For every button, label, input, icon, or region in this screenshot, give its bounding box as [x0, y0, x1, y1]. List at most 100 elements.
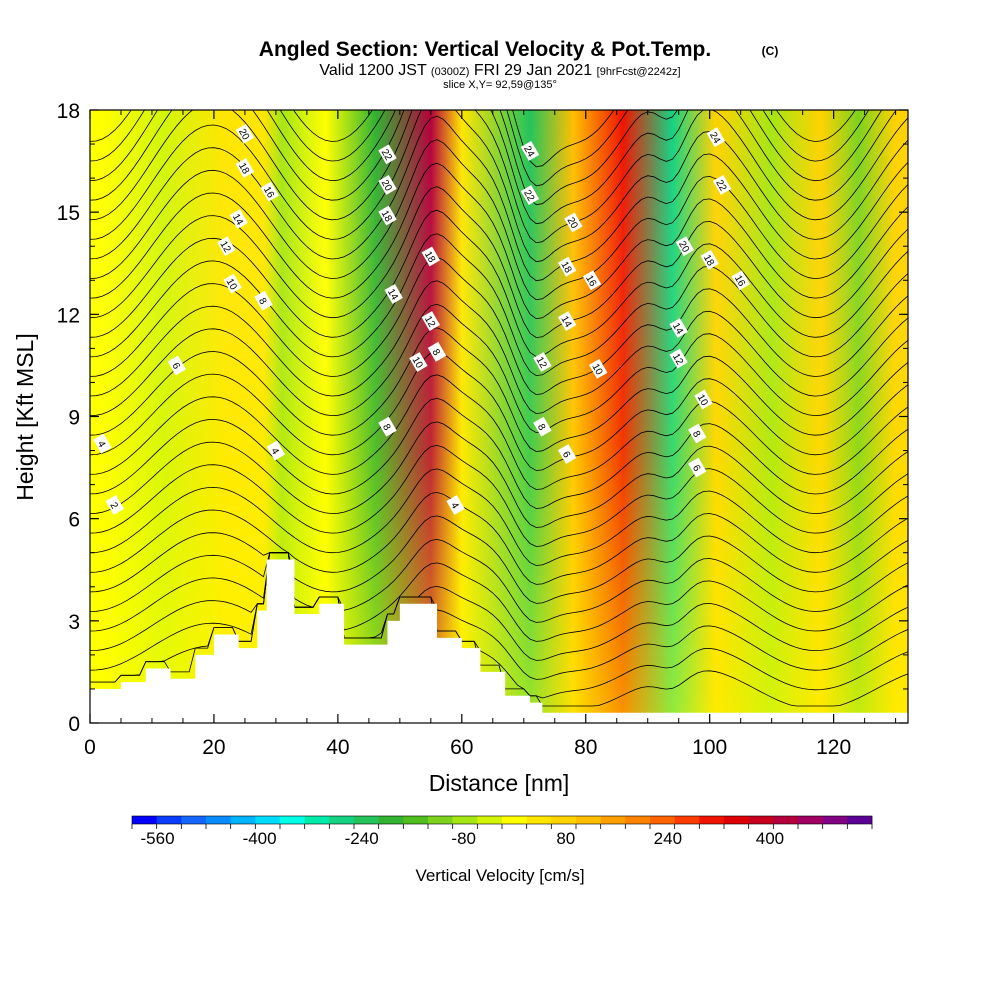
colorbar-tick-label: 400: [756, 829, 784, 848]
isentrope-label-text: 18: [558, 260, 573, 276]
colorbar-swatch: [625, 816, 651, 824]
isentrope-label-text: 12: [670, 352, 685, 368]
isentrope-label-box: [378, 174, 397, 195]
colorbar-swatch: [132, 816, 157, 824]
isentrope-label-text: 20: [379, 178, 394, 194]
isentrope-label-text: 18: [236, 161, 251, 177]
x-tick-label: 80: [574, 736, 597, 759]
isentrope-label: 10: [409, 352, 428, 372]
subtitle-utc: (0300Z): [431, 66, 470, 78]
isentrope-label-box: [421, 246, 440, 267]
isentrope-label: 4: [446, 495, 465, 515]
colorbar-swatch: [304, 816, 330, 824]
isentrope-label-box: [533, 416, 552, 437]
isentrope-label: 10: [223, 273, 242, 294]
isentrope-label-box: [421, 311, 440, 332]
isentrope-line: [90, 233, 908, 377]
isentrope-line: [90, 491, 908, 585]
isentrope-label-box: [700, 249, 719, 270]
isentrope-label-box: [235, 157, 255, 178]
isentrope-line: [90, 538, 908, 623]
isentrope-label-text: 4: [268, 446, 281, 457]
isentrope-label-text: 24: [521, 144, 536, 160]
isentrope-line: [90, 444, 908, 547]
y-tick-label: 12: [57, 304, 80, 327]
colorbar-tick-label: -80: [451, 829, 476, 848]
chart-title: Angled Section: Vertical Velocity & Pot.…: [259, 38, 711, 61]
isentrope-label-box: [589, 358, 608, 379]
x-axis: 0 20 40 60 80 100 120: [84, 110, 897, 759]
isentrope-label-box: [378, 416, 397, 437]
colorbar-tick-label: 240: [654, 829, 682, 848]
colorbar-swatch: [576, 816, 601, 824]
isentrope-labels: 2018161412108642422201818141210884242220…: [93, 123, 750, 515]
isentrope-label: 6: [167, 355, 186, 376]
isentrope-label: 18: [558, 256, 577, 277]
colorbar-swatch: [280, 816, 305, 824]
colorbar-swatch: [452, 816, 478, 824]
isentrope-label: 18: [700, 249, 719, 270]
isentrope-label-text: 6: [169, 361, 182, 372]
isentrope-label: 18: [378, 205, 397, 226]
y-tick-label: 18: [57, 100, 80, 123]
colorbar-swatch: [156, 816, 182, 824]
isentrope-label-text: 6: [560, 450, 573, 461]
isentrope-label: 24: [520, 140, 540, 161]
isentrope-label-box: [260, 181, 279, 202]
colorbar-swatch: [748, 816, 774, 824]
x-tick-label: 0: [84, 736, 96, 759]
isentrope-label-box: [167, 355, 186, 376]
isentrope-label: 8: [378, 416, 397, 437]
isentrope-line: [90, 303, 908, 434]
subtitle-forecast: [9hrFcst@2242z]: [597, 66, 681, 78]
isentrope-line: [90, 256, 908, 396]
colorbar-swatch: [551, 816, 577, 824]
isentrope-label: 8: [688, 423, 707, 444]
isentrope-label-box: [520, 140, 540, 161]
isentrope-label-text: 8: [535, 422, 548, 433]
isentrope-label-text: 10: [695, 393, 710, 409]
chart-subtitle: Valid 1200 JST (0300Z) FRI 29 Jan 2021 […: [319, 62, 680, 79]
colorbar-swatch: [354, 816, 379, 824]
isentrope-label-text: 4: [95, 439, 108, 450]
y-axis-label: Height [Kft MSL]: [12, 333, 38, 500]
isentrope-label-text: 12: [422, 314, 437, 330]
isentrope-label-text: 12: [217, 239, 232, 255]
isentrope-label-text: 8: [690, 429, 703, 440]
isentrope-label: 22: [378, 144, 397, 165]
isentrope-label-box: [688, 423, 707, 444]
isentrope-label-box: [235, 123, 255, 144]
isentrope-label-box: [669, 348, 688, 369]
colorbar-label: Vertical Velocity [cm/s]: [415, 866, 584, 885]
isentrope-label-box: [446, 495, 465, 515]
isentrope-label-text: 4: [448, 501, 461, 512]
isentrope-label-box: [712, 174, 732, 195]
colorbar-swatch: [847, 816, 873, 824]
colorbar-swatch: [477, 816, 503, 824]
colorbar-swatch: [403, 816, 429, 824]
isentrope-label-box: [675, 236, 695, 257]
isentrope-label-box: [520, 185, 540, 206]
isentrope-label-box: [427, 341, 447, 362]
isentrope-label-text: 18: [701, 253, 716, 269]
colorbar-swatch: [329, 816, 355, 824]
isentrope-label-text: 8: [430, 347, 443, 358]
terrain-fill: [90, 559, 908, 723]
colorbar: -560 -400 -240 -80 80 240 400: [131, 815, 873, 848]
x-tick-label: 40: [326, 736, 349, 759]
y-axis: 0 3 6 9 12 15 18: [57, 100, 908, 736]
colorbar-swatch: [773, 816, 799, 824]
isentrope-label: 14: [229, 209, 248, 229]
isentrope-label-box: [93, 433, 112, 454]
isentrope-label: 14: [384, 283, 403, 304]
isentrope-line: [90, 110, 883, 206]
colorbar-swatch: [650, 816, 675, 824]
isentrope-label: 20: [378, 174, 397, 195]
isentrope-label-box: [688, 457, 707, 478]
isentrope-label-text: 2: [107, 501, 120, 512]
x-axis-label: Distance [nm]: [429, 770, 570, 796]
isentrope-label-box: [564, 212, 583, 233]
isentrope-label-box: [582, 270, 602, 291]
isentrope-label: 20: [675, 236, 695, 257]
